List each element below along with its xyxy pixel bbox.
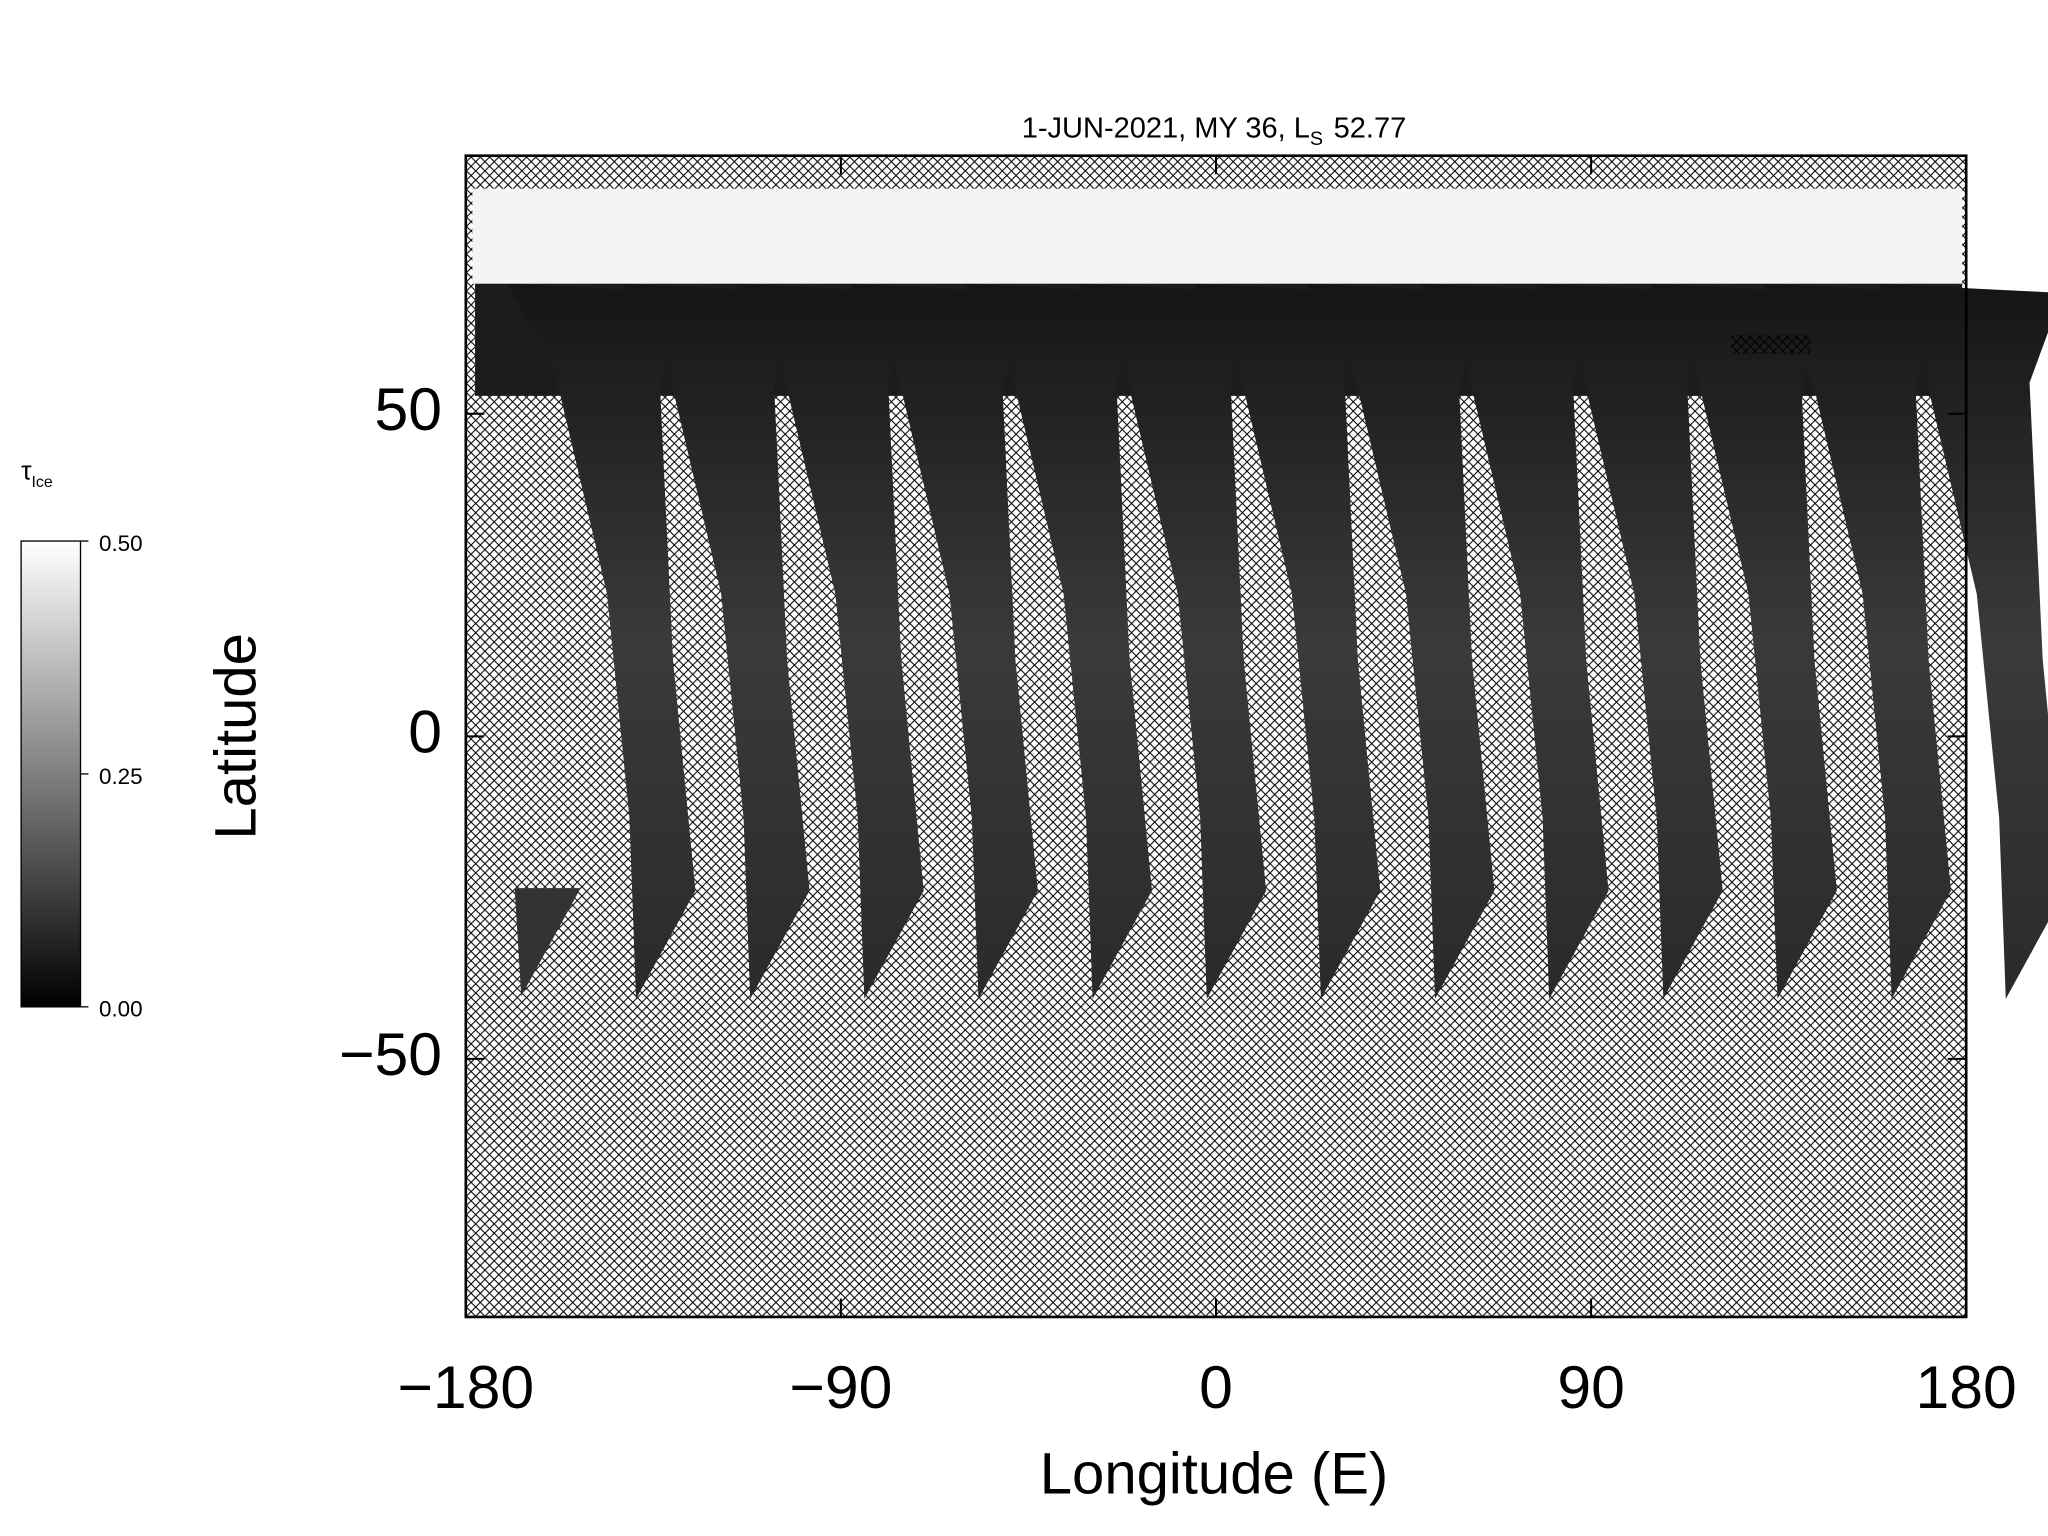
swath — [736, 283, 924, 999]
title-suffix: 52.77 — [1334, 112, 1407, 144]
swath — [1307, 283, 1495, 999]
missing-patch — [1731, 335, 1811, 354]
colorbar-tick-label: 0.00 — [99, 997, 143, 1022]
y-tick-label: 0 — [408, 697, 442, 765]
chart-title: 1-JUN-2021, MY 36, LS 52.77 — [1022, 112, 1407, 150]
swath — [1649, 283, 1837, 999]
x-tick-label: −90 — [789, 1353, 892, 1421]
y-tick-label: −50 — [339, 1020, 442, 1088]
swath — [964, 283, 1152, 999]
colorbar-tick-label: 0.25 — [99, 764, 143, 789]
swath — [1763, 283, 1952, 999]
x-tick-label: −180 — [397, 1353, 534, 1421]
x-axis-label: Longitude (E) — [1040, 1441, 1389, 1506]
swath — [1078, 283, 1267, 999]
swath — [1535, 283, 1723, 999]
swath — [1421, 283, 1609, 999]
swaths — [475, 281, 2048, 999]
swath — [622, 283, 810, 999]
x-tick-label: 0 — [1199, 1353, 1233, 1421]
swath — [850, 283, 1038, 999]
swath — [1877, 283, 2048, 999]
swath — [514, 888, 581, 997]
colorbar — [20, 540, 82, 1008]
x-tick-label: 180 — [1916, 1353, 2017, 1421]
colorbar-label: τIce — [21, 455, 53, 491]
colorbar-tick-label: 0.50 — [99, 531, 143, 556]
polar-cap — [472, 188, 1963, 284]
title-subscript: S — [1310, 128, 1323, 150]
colorbar-subscript: Ice — [32, 474, 53, 491]
colorbar-symbol: τ — [21, 455, 32, 485]
y-axis-label: Latitude — [204, 633, 269, 840]
x-tick-label: 90 — [1557, 1353, 1625, 1421]
title-text: 1-JUN-2021, MY 36, L — [1022, 112, 1310, 144]
swath — [508, 283, 696, 999]
swath — [1192, 283, 1381, 999]
y-tick-label: 50 — [375, 375, 443, 443]
